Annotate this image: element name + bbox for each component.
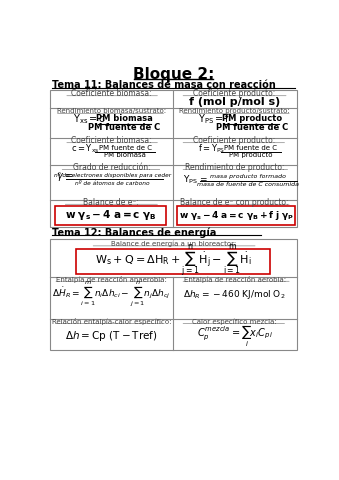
Text: $\mathrm{Y_{PS} = f}$: $\mathrm{Y_{PS} = f}$ <box>198 112 231 126</box>
Text: nº de electrones disponibles para ceder: nº de electrones disponibles para ceder <box>54 172 171 178</box>
Text: Tema 11: Balances de masa con reacción: Tema 11: Balances de masa con reacción <box>52 80 275 90</box>
Text: PM producto: PM producto <box>229 152 273 158</box>
Text: PM fuente de C: PM fuente de C <box>224 144 277 151</box>
Text: masa de fuente de C consumida: masa de fuente de C consumida <box>197 182 299 187</box>
Text: Rendimiento biomasa/sustrato:: Rendimiento biomasa/sustrato: <box>57 108 166 115</box>
Text: $\mathrm{Y_{PS}}$ =: $\mathrm{Y_{PS}}$ = <box>183 173 208 185</box>
Text: $C_p^{mezcla} = \sum_i x_i C_{pi}$: $C_p^{mezcla} = \sum_i x_i C_{pi}$ <box>197 324 273 349</box>
Text: PM fuente de C: PM fuente de C <box>99 144 152 151</box>
Text: Coeficiente producto:: Coeficiente producto: <box>194 136 276 145</box>
FancyBboxPatch shape <box>77 249 270 274</box>
Text: $\gamma$ =: $\gamma$ = <box>56 171 74 183</box>
FancyBboxPatch shape <box>50 239 297 350</box>
Text: $\Delta h_R = -460\ \mathrm{KJ/mol\ O_2}$: $\Delta h_R = -460\ \mathrm{KJ/mol\ O_2}… <box>183 288 286 301</box>
Text: $\Delta h = \mathrm{Cp\ (T - Tref)}$: $\Delta h = \mathrm{Cp\ (T - Tref)}$ <box>65 329 158 343</box>
Text: $\mathrm{Y_{xs} = c}$: $\mathrm{Y_{xs} = c}$ <box>73 112 105 126</box>
Text: $\mathrm{c = Y_{xs}}$: $\mathrm{c = Y_{xs}}$ <box>71 142 99 155</box>
Text: $\mathrm{f = Y_{PS}}$: $\mathrm{f = Y_{PS}}$ <box>198 142 225 155</box>
Text: Entalpía de reacción aerobia:: Entalpía de reacción aerobia: <box>183 276 286 283</box>
Text: PM biomasa: PM biomasa <box>96 114 153 123</box>
Text: Grado de reducción:: Grado de reducción: <box>73 163 150 172</box>
Text: masa producto formado: masa producto formado <box>210 174 286 179</box>
Text: Coeficiente biomasa:: Coeficiente biomasa: <box>71 89 152 98</box>
Text: $\mathrm{W_s + Q = \Delta H_R + \sum_{j=1}^{n}\dot{H}_j - \sum_{i=1}^{m}\dot{H}_: $\mathrm{W_s + Q = \Delta H_R + \sum_{j=… <box>95 243 252 280</box>
FancyBboxPatch shape <box>177 206 295 225</box>
Text: nº de átomos de carbono: nº de átomos de carbono <box>75 180 149 186</box>
Text: Balance de e⁻:: Balance de e⁻: <box>83 198 139 207</box>
Text: Bloque 2:: Bloque 2: <box>133 67 214 82</box>
FancyBboxPatch shape <box>50 90 297 227</box>
Text: $\Delta \dot{H}_R = \sum_{i=1}^{m} n_i \Delta h_{ci} - \sum_{j=1}^{n} n_j \Delta: $\Delta \dot{H}_R = \sum_{i=1}^{m} n_i \… <box>52 280 171 310</box>
Text: Rendimiento producto/sustrato:: Rendimiento producto/sustrato: <box>179 108 290 115</box>
Text: Rendimiento de producto:: Rendimiento de producto: <box>185 163 284 172</box>
Text: Calor específico mezcla:: Calor específico mezcla: <box>192 318 277 325</box>
Text: PM producto: PM producto <box>222 114 282 123</box>
Text: $\mathbf{w\ \gamma_s - 4\ a = c\ \gamma_B + f\ j\ \gamma_P}$: $\mathbf{w\ \gamma_s - 4\ a = c\ \gamma_… <box>179 209 294 222</box>
FancyBboxPatch shape <box>55 206 166 225</box>
Text: Relación entalpía-calor específico:: Relación entalpía-calor específico: <box>52 318 171 325</box>
Text: $\mathbf{w\ \gamma_s - 4\ a = c\ \gamma_B}$: $\mathbf{w\ \gamma_s - 4\ a = c\ \gamma_… <box>65 208 156 222</box>
Text: Balance de e⁻ con producto:: Balance de e⁻ con producto: <box>180 198 289 207</box>
Text: PM biomasa: PM biomasa <box>104 152 146 158</box>
Text: Balance de energía a un bioreactor:: Balance de energía a un bioreactor: <box>111 240 236 247</box>
Text: PM fuente de C: PM fuente de C <box>216 123 288 132</box>
Text: Coeficiente producto:: Coeficiente producto: <box>194 89 276 98</box>
Text: f (mol p/mol s): f (mol p/mol s) <box>189 97 280 107</box>
Text: Coeficiente biomasa:: Coeficiente biomasa: <box>71 136 152 145</box>
Text: PM fuente de C: PM fuente de C <box>88 123 161 132</box>
Text: Entalpía de reacción anaerobia:: Entalpía de reacción anaerobia: <box>56 276 167 283</box>
Text: Tema 12: Balances de energía: Tema 12: Balances de energía <box>52 227 216 238</box>
